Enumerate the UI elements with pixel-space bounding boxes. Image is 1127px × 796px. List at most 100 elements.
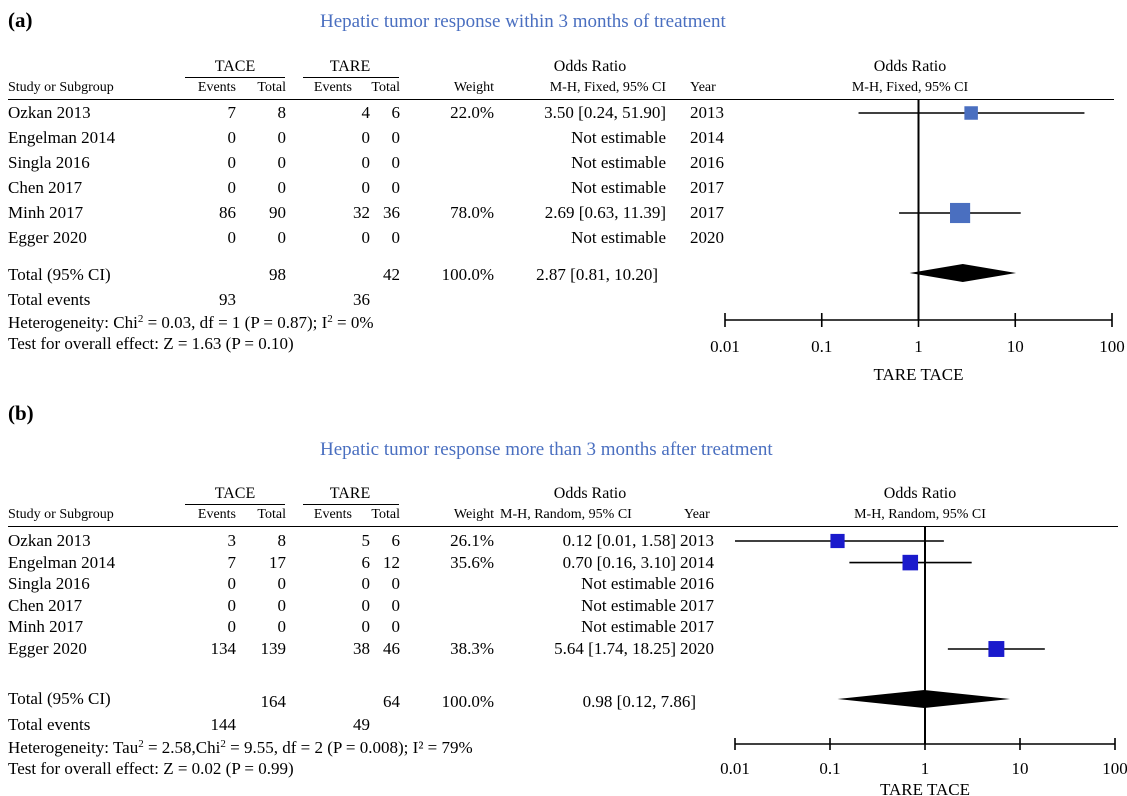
total-events-e1: 144 — [210, 715, 237, 734]
panel-label: (b) — [8, 401, 34, 425]
year-value: 2014 — [690, 128, 724, 147]
events-tace: 0 — [227, 178, 237, 197]
events-tare: 4 — [361, 103, 371, 122]
plot-method-header: M-H, Fixed, 95% CI — [851, 80, 969, 95]
events-header: Events — [197, 507, 236, 522]
total-tace: 0 — [277, 128, 287, 147]
total-label: Total (95% CI) — [8, 265, 111, 284]
events-tare: 0 — [361, 574, 371, 594]
panel-title: Hepatic tumor response more than 3 month… — [320, 439, 773, 460]
events-tace: 0 — [227, 574, 237, 594]
odds-ratio-ci: 5.64 [1.74, 18.25] — [554, 639, 676, 658]
total-tare: 36 — [383, 203, 400, 222]
year-header: Year — [684, 507, 710, 522]
odds-ratio-ci: Not estimable — [571, 178, 666, 197]
odds-ratio-ci: Not estimable — [571, 128, 666, 147]
odds-ratio-ci: Not estimable — [571, 228, 666, 247]
x-tick-label: 0.01 — [710, 337, 740, 356]
events-tace: 3 — [227, 531, 237, 550]
x-tick-label: 0.01 — [720, 759, 750, 778]
total-weight: 100.0% — [441, 265, 494, 284]
odds-ratio-ci: 2.69 [0.63, 11.39] — [544, 203, 666, 222]
study-name: Minh 2017 — [8, 203, 84, 222]
total-ci: 0.98 [0.12, 7.86] — [582, 692, 696, 711]
study-name: Ozkan 2013 — [8, 531, 91, 550]
total-tare: 0 — [391, 617, 401, 637]
events-tare: 0 — [361, 617, 371, 637]
plot-title-header: Odds Ratio — [873, 58, 947, 75]
plot-header-rule — [738, 99, 1114, 100]
or-method-header: M-H, Random, 95% CI — [500, 507, 632, 522]
weight-header: Weight — [453, 80, 494, 95]
study-name: Egger 2020 — [8, 639, 87, 658]
study-marker — [964, 106, 978, 120]
x-tick-label: 10 — [1007, 337, 1024, 356]
total-tare: 0 — [391, 153, 401, 172]
events-header: Events — [313, 80, 352, 95]
total-tace: 17 — [269, 552, 286, 572]
year-value: 2017 — [680, 617, 714, 637]
total-events-e1: 93 — [219, 290, 236, 309]
study-name: Engelman 2014 — [8, 128, 116, 147]
total-tare: 6 — [391, 531, 401, 550]
odds-ratio-ci: Not estimable — [581, 574, 676, 594]
total-tare: 0 — [391, 574, 401, 594]
group2-header: TARE — [329, 485, 371, 502]
study-marker — [950, 202, 971, 224]
or-method-header: M-H, Fixed, 95% CI — [549, 80, 666, 95]
total-events-label: Total events — [8, 715, 91, 734]
total-tare: 6 — [391, 103, 401, 122]
year-header: Year — [690, 80, 716, 95]
total-tace: 0 — [277, 178, 287, 197]
study-name: Minh 2017 — [8, 617, 84, 637]
group2-rule — [303, 77, 399, 78]
year-value: 2013 — [690, 103, 724, 122]
year-value: 2020 — [690, 228, 724, 247]
total-tace: 90 — [269, 203, 286, 222]
x-axis-label: TARE TACE — [880, 780, 970, 796]
group1-header: TACE — [214, 58, 256, 75]
group1-rule — [185, 504, 285, 505]
or-title-header: Odds Ratio — [553, 485, 627, 502]
weight-value: 22.0% — [450, 103, 494, 122]
total-label: Total (95% CI) — [8, 689, 111, 708]
study-name: Engelman 2014 — [8, 552, 116, 572]
total-t1: 164 — [260, 692, 287, 711]
odds-ratio-ci: Not estimable — [581, 595, 676, 615]
year-value: 2017 — [680, 595, 714, 615]
study-marker — [988, 641, 1005, 657]
x-tick-label: 0.1 — [819, 759, 840, 778]
total-tace: 0 — [277, 228, 287, 247]
total-t2: 42 — [383, 265, 400, 284]
pooled-diamond — [909, 264, 1017, 282]
x-tick-label: 0.1 — [811, 337, 832, 356]
group2-rule — [303, 504, 399, 505]
events-tare: 5 — [361, 531, 371, 550]
study-name: Egger 2020 — [8, 228, 87, 247]
total-tace: 8 — [277, 103, 287, 122]
panel-label: (a) — [8, 8, 33, 32]
study-marker — [830, 533, 845, 549]
events-tace: 0 — [227, 228, 237, 247]
group1-header: TACE — [214, 485, 256, 502]
events-tare: 32 — [353, 203, 370, 222]
weight-value: 26.1% — [450, 531, 494, 550]
x-tick-label: 1 — [921, 759, 930, 778]
total-tace: 0 — [277, 617, 287, 637]
odds-ratio-ci: 3.50 [0.24, 51.90] — [544, 103, 666, 122]
total-header: Total — [257, 80, 286, 95]
header-rule — [8, 99, 738, 100]
x-tick-label: 100 — [1102, 759, 1127, 778]
x-tick-label: 1 — [914, 337, 923, 356]
year-value: 2016 — [690, 153, 724, 172]
events-tace: 7 — [227, 103, 237, 122]
total-events-e2: 49 — [353, 715, 370, 734]
total-tace: 139 — [260, 639, 287, 658]
total-tare: 46 — [383, 639, 400, 658]
events-tare: 0 — [361, 128, 371, 147]
x-tick-label: 10 — [1012, 759, 1029, 778]
or-title-header: Odds Ratio — [553, 58, 627, 75]
study-header: Study or Subgroup — [8, 507, 114, 522]
